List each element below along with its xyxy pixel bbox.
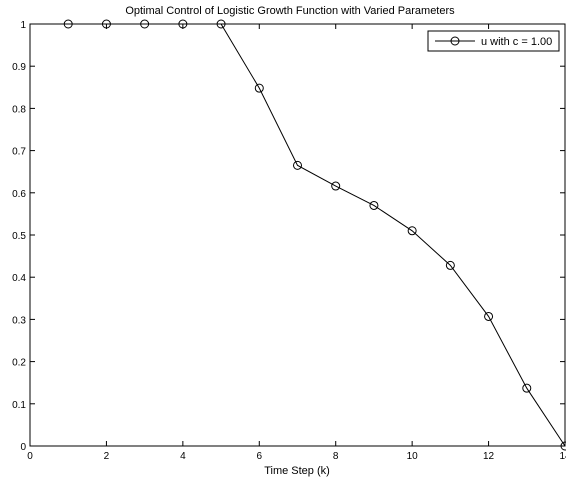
y-tick-label: 0.9 — [12, 62, 26, 73]
data-point — [293, 160, 302, 170]
x-tick-label: 6 — [257, 451, 263, 462]
y-tick-label: 0 — [20, 442, 26, 453]
x-tick-label: 4 — [180, 451, 186, 462]
x-tick-label: 10 — [407, 451, 419, 462]
y-tick-label: 0.1 — [12, 400, 26, 411]
x-tick-label: 8 — [333, 451, 339, 462]
legend: u with c = 1.00 — [427, 30, 560, 52]
y-tick-label: 0.6 — [12, 189, 26, 200]
plot-frame — [29, 23, 566, 447]
y-tick-label: 0.7 — [12, 147, 26, 158]
tick-labels: 0 2 4 6 8 10 12 14 0 0.1 0.2 0.3 0.4 0.5 0.6 0.7 0.8 0.9 1 — [12, 20, 566, 462]
data-point — [522, 383, 532, 393]
y-tick-label: 0.4 — [12, 273, 26, 284]
data-point — [407, 226, 417, 236]
data-point — [331, 181, 341, 191]
data-point — [254, 83, 264, 93]
plot-area — [30, 24, 565, 446]
y-tick-label: 0.3 — [12, 315, 26, 326]
y-tick-label: 0.8 — [12, 104, 26, 115]
x-tick-label: 14 — [559, 451, 566, 462]
legend-box — [427, 30, 560, 52]
legend-marker-sample — [450, 36, 460, 46]
x-tick-label: 2 — [104, 451, 110, 462]
x-tick-label: 0 — [27, 451, 33, 462]
data-point — [445, 260, 455, 270]
x-axis-label: Time Step (k) — [264, 465, 330, 477]
y-tick-label: 0.5 — [12, 231, 26, 242]
chart-title: Optimal Control of Logistic Growth Funct… — [125, 5, 455, 17]
y-tick-label: 1 — [20, 20, 26, 31]
data-point — [484, 311, 494, 321]
x-tick-label: 12 — [483, 451, 495, 462]
legend-label: u with c = 1.00 — [481, 36, 552, 48]
y-tick-label: 0.2 — [12, 358, 26, 369]
data-point — [369, 200, 379, 210]
